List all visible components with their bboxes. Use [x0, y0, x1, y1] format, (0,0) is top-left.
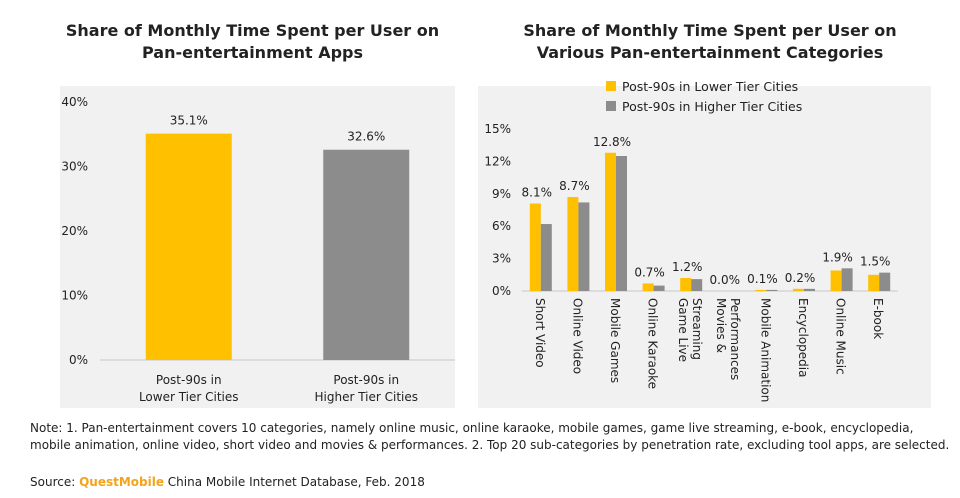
right-bar-data-label: 1.5% [860, 255, 891, 269]
right-bar-lower-tier [868, 274, 880, 291]
right-chart-title: Share of Monthly Time Spent per User on … [523, 21, 897, 62]
right-x-tick-label: E-book [871, 298, 885, 339]
right-x-tick-label: Short Video [533, 298, 547, 368]
left-y-tick-label: 0% [69, 353, 88, 367]
right-x-tick-label: Mobile Games [608, 298, 622, 383]
source-line: Source: QuestMobile China Mobile Interne… [30, 475, 425, 489]
legend-label: Post-90s in Lower Tier Cities [622, 79, 798, 94]
right-bar-higher-tier [804, 288, 815, 291]
right-bar-lower-tier [793, 288, 804, 291]
right-y-tick-label: 3% [492, 252, 511, 266]
source-prefix: Source: [30, 475, 80, 489]
right-bar-lower-tier [830, 270, 842, 291]
right-bar-higher-tier [578, 202, 590, 291]
right-bar-data-label: 0.7% [634, 265, 665, 279]
right-bar-lower-tier [680, 278, 692, 291]
left-y-tick-label: 30% [61, 160, 88, 174]
left-y-tick-label: 10% [61, 289, 88, 303]
footnote: Note: 1. Pan-entertainment covers 10 cat… [30, 421, 950, 452]
right-x-tick-label: Encyclopedia [796, 298, 810, 377]
left-chart-title: Share of Monthly Time Spent per User on … [65, 21, 440, 62]
right-bar-lower-tier [605, 152, 616, 291]
right-chart-panel [478, 86, 931, 408]
source-brand: QuestMobile [79, 475, 164, 489]
right-bar-lower-tier [755, 289, 767, 291]
legend-swatch [606, 81, 616, 91]
right-y-tick-label: 9% [492, 187, 511, 201]
right-bar-data-label: 0.1% [747, 272, 778, 286]
left-bar-data-label: 35.1% [170, 114, 208, 128]
right-x-tick-label: Online Music [834, 298, 848, 375]
right-y-tick-label: 15% [484, 122, 511, 136]
right-y-tick-label: 12% [484, 154, 511, 168]
right-bar-lower-tier [567, 197, 579, 291]
right-bar-data-label: 1.9% [822, 250, 853, 264]
right-bar-higher-tier [766, 289, 778, 291]
source-text: China Mobile Internet Database, Feb. 201… [163, 475, 425, 489]
right-bar-data-label: 0.0% [710, 273, 741, 287]
left-y-tick-label: 40% [61, 95, 88, 109]
right-bar-higher-tier [841, 268, 853, 291]
right-bar-data-label: 8.7% [559, 179, 590, 193]
right-x-tick-label: Movies &Performances [714, 298, 742, 380]
left-x-tick-label: Post-90s in Higher Tier Cities [314, 373, 418, 404]
right-bar-data-label: 12.8% [593, 135, 631, 149]
right-x-tick-label: Online Video [570, 298, 584, 374]
right-x-tick-label: Mobile Animation [758, 298, 772, 402]
legend-label: Post-90s in Higher Tier Cities [622, 99, 802, 114]
right-bar-lower-tier [529, 203, 541, 291]
right-bar-higher-tier [540, 224, 552, 291]
right-bar-data-label: 8.1% [522, 186, 553, 200]
left-bar [323, 149, 410, 360]
left-bar [145, 133, 232, 360]
right-x-tick-label: Game LiveStreaming [676, 298, 704, 362]
right-x-tick-label: Online Karaoke [646, 298, 660, 389]
right-bar-higher-tier [616, 156, 627, 291]
right-y-tick-label: 0% [492, 284, 511, 298]
right-bar-lower-tier [642, 283, 654, 291]
left-x-tick-label: Post-90s in Lower Tier Cities [139, 373, 239, 404]
right-bar-data-label: 1.2% [672, 260, 703, 274]
left-y-tick-label: 20% [61, 224, 88, 238]
legend-swatch [606, 101, 616, 111]
right-bar-data-label: 0.2% [785, 271, 816, 285]
right-bar-higher-tier [691, 279, 703, 291]
left-bar-data-label: 32.6% [347, 130, 385, 144]
right-bar-higher-tier [879, 272, 891, 291]
right-y-tick-label: 6% [492, 219, 511, 233]
right-bar-higher-tier [653, 285, 665, 291]
